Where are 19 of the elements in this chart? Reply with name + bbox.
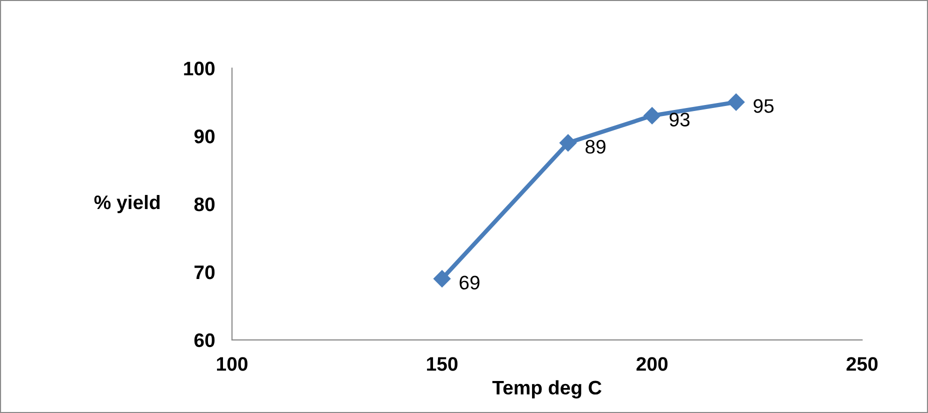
y-axis-title: % yield: [94, 194, 160, 214]
x-tick-label: 150: [427, 357, 458, 371]
point: [433, 270, 451, 288]
data-label: 69: [460, 276, 480, 290]
x-axis-title: Temp deg C: [492, 380, 602, 398]
y-tick-label: 100: [184, 62, 215, 76]
x-tick-label: 250: [846, 357, 878, 371]
point: [560, 134, 577, 152]
point: [644, 107, 661, 124]
y-tick-label: 60: [194, 333, 215, 348]
point: [728, 94, 745, 111]
data-label: 95: [754, 99, 774, 113]
y-tick-label: 80: [194, 197, 215, 212]
y-tick-label: 70: [194, 265, 215, 280]
x-tick-label: 100: [217, 357, 248, 371]
data-label: 93: [670, 112, 690, 126]
data-label: 89: [586, 140, 606, 154]
x-tick-label: 200: [636, 357, 668, 371]
y-tick-label: 90: [194, 130, 215, 144]
